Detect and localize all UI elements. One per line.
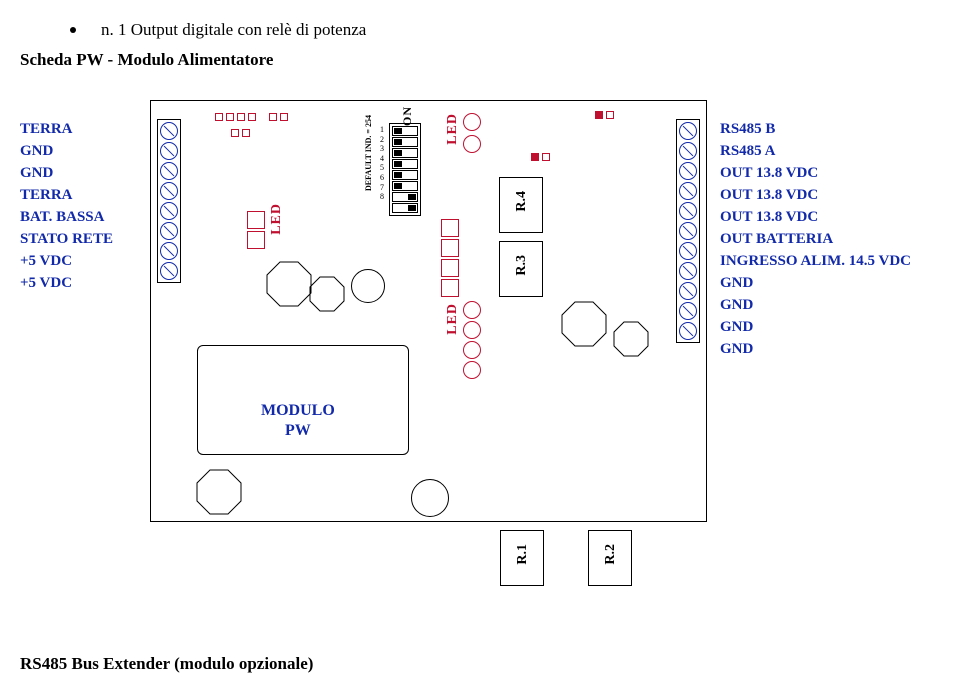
led-icon bbox=[463, 301, 481, 319]
left-label: +5 VDC bbox=[20, 272, 113, 294]
cap-octagon-icon bbox=[266, 261, 312, 307]
right-label: OUT 13.8 VDC bbox=[720, 184, 911, 206]
screw-icon bbox=[160, 182, 178, 200]
led-label: LED bbox=[269, 203, 285, 235]
bullet-dot bbox=[70, 27, 76, 33]
led-icon bbox=[463, 341, 481, 359]
right-label: INGRESSO ALIM. 14.5 VDC bbox=[720, 250, 911, 272]
screw-icon bbox=[160, 122, 178, 140]
module-label-line1: MODULO bbox=[261, 402, 335, 419]
terminal-block-right bbox=[676, 119, 700, 343]
diagram-stage: TERRA GND GND TERRA BAT. BASSA STATO RET… bbox=[20, 100, 940, 620]
right-label: OUT BATTERIA bbox=[720, 228, 911, 250]
screw-icon bbox=[160, 162, 178, 180]
pin-header-icon bbox=[231, 129, 250, 137]
led-icon bbox=[247, 211, 265, 229]
led-label: LED bbox=[445, 113, 461, 145]
led-icon bbox=[441, 219, 459, 237]
dip-switch bbox=[389, 123, 421, 216]
cap-octagon-icon bbox=[309, 276, 345, 312]
left-labels: TERRA GND GND TERRA BAT. BASSA STATO RET… bbox=[20, 118, 113, 294]
left-label: +5 VDC bbox=[20, 250, 113, 272]
screw-icon bbox=[679, 302, 697, 320]
heading: Scheda PW - Modulo Alimentatore bbox=[20, 50, 940, 70]
cap-circle-icon bbox=[351, 269, 385, 303]
screw-icon bbox=[679, 282, 697, 300]
screw-icon bbox=[160, 242, 178, 260]
dip-default-label: DEFAULT IND. = 254 bbox=[364, 115, 373, 191]
screw-icon bbox=[679, 242, 697, 260]
cap-octagon-icon bbox=[613, 321, 649, 357]
right-label: GND bbox=[720, 294, 911, 316]
right-label: OUT 13.8 VDC bbox=[720, 162, 911, 184]
bullet-line: n. 1 Output digitale con relè di potenza bbox=[70, 20, 940, 40]
relay-label: R.4 bbox=[514, 191, 530, 212]
relay-label: R.2 bbox=[603, 544, 619, 565]
right-label: GND bbox=[720, 316, 911, 338]
screw-icon bbox=[160, 202, 178, 220]
left-label: BAT. BASSA bbox=[20, 206, 113, 228]
bullet-text: n. 1 Output digitale con relè di potenza bbox=[101, 20, 366, 40]
screw-icon bbox=[679, 322, 697, 340]
led-icon bbox=[247, 231, 265, 249]
screw-icon bbox=[160, 262, 178, 280]
right-label: RS485 B bbox=[720, 118, 911, 140]
dip-numbers: 12345678 bbox=[380, 125, 384, 202]
pin-header-icon bbox=[531, 153, 550, 161]
screw-icon bbox=[679, 222, 697, 240]
screw-icon bbox=[679, 182, 697, 200]
led-icon bbox=[463, 135, 481, 153]
left-label: TERRA bbox=[20, 184, 113, 206]
bottom-heading: RS485 Bus Extender (modulo opzionale) bbox=[20, 654, 313, 674]
led-label: LED bbox=[445, 303, 461, 335]
left-label: STATO RETE bbox=[20, 228, 113, 250]
pcb-board: LED ON 12345678 DEFAULT IND. = 254 LED L… bbox=[150, 100, 707, 522]
module-label-line2: PW bbox=[285, 422, 311, 439]
right-label: OUT 13.8 VDC bbox=[720, 206, 911, 228]
left-label: GND bbox=[20, 162, 113, 184]
cap-circle-icon bbox=[411, 479, 449, 517]
relay-label: R.1 bbox=[515, 544, 531, 565]
led-icon bbox=[441, 279, 459, 297]
right-label: RS485 A bbox=[720, 140, 911, 162]
pin-header-icon bbox=[215, 113, 256, 121]
terminal-block-left bbox=[157, 119, 181, 283]
pin-header-icon bbox=[595, 111, 614, 119]
led-icon bbox=[441, 259, 459, 277]
relay-label: R.3 bbox=[514, 255, 530, 276]
cap-octagon-icon bbox=[561, 301, 607, 347]
right-label: GND bbox=[720, 272, 911, 294]
screw-icon bbox=[679, 162, 697, 180]
cap-octagon-icon bbox=[196, 469, 242, 515]
screw-icon bbox=[160, 222, 178, 240]
screw-icon bbox=[679, 202, 697, 220]
right-labels: RS485 B RS485 A OUT 13.8 VDC OUT 13.8 VD… bbox=[720, 118, 911, 360]
right-label: GND bbox=[720, 338, 911, 360]
led-icon bbox=[441, 239, 459, 257]
led-icon bbox=[463, 113, 481, 131]
left-label: GND bbox=[20, 140, 113, 162]
left-label: TERRA bbox=[20, 118, 113, 140]
pin-header-icon bbox=[269, 113, 288, 121]
led-icon bbox=[463, 361, 481, 379]
screw-icon bbox=[679, 142, 697, 160]
screw-icon bbox=[679, 262, 697, 280]
led-icon bbox=[463, 321, 481, 339]
module-pw-label: MODULO PW bbox=[261, 401, 335, 441]
screw-icon bbox=[679, 122, 697, 140]
screw-icon bbox=[160, 142, 178, 160]
